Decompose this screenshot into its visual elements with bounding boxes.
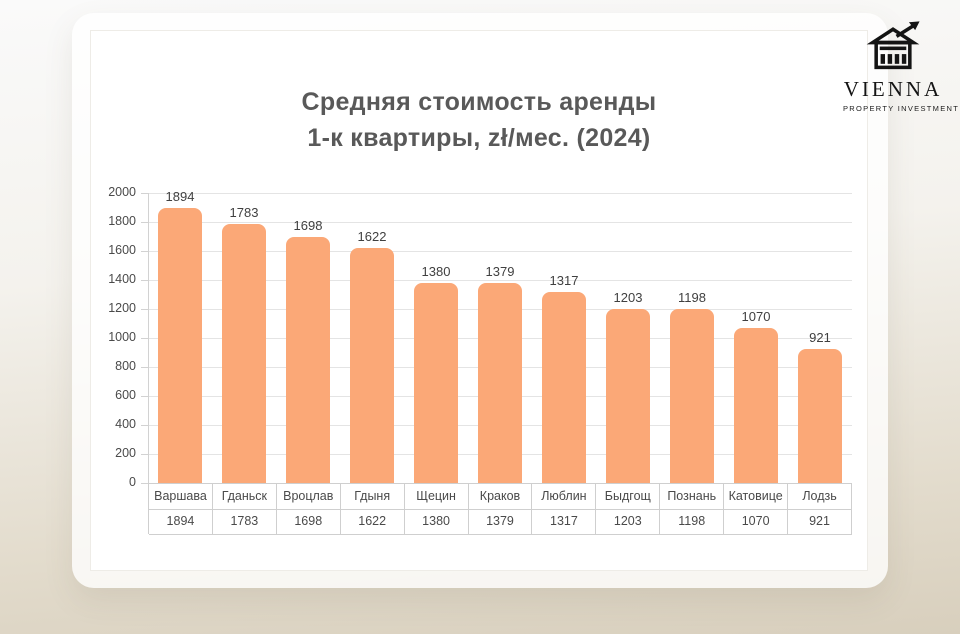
y-axis-tick: [141, 396, 148, 397]
bar-value-label: 1379: [485, 264, 515, 279]
gridline: [148, 222, 852, 223]
gridline: [148, 251, 852, 252]
y-axis-tick: [141, 222, 148, 223]
bar-value-label: 1198: [678, 290, 706, 305]
chart-title-line2: 1-к квартиры, zł/мес. (2024): [307, 124, 651, 152]
bar: [734, 328, 778, 483]
bar: [670, 309, 714, 483]
table-value-cell: 1698: [276, 509, 341, 535]
y-axis-tick-label: 0: [129, 475, 136, 489]
bar-value-label: 1380: [421, 264, 451, 279]
logo-brand-text: VIENNA: [843, 77, 943, 101]
logo-tagline-text: PROPERTY INVESTMENT: [843, 104, 960, 113]
bar: [478, 283, 522, 483]
bar: [158, 208, 202, 483]
chart-title-line1: Средняя стоимость аренды: [301, 88, 657, 116]
table-city-cell: Катовице: [724, 484, 789, 510]
table-city-cell: Лодзь: [788, 484, 852, 510]
bar: [286, 237, 330, 483]
bar: [350, 248, 394, 483]
y-axis-tick-label: 200: [115, 446, 136, 460]
y-axis-line: [148, 193, 149, 483]
table-value-cell: 1894: [149, 509, 213, 535]
y-axis-tick-label: 2000: [108, 185, 136, 199]
y-axis-tick-label: 1600: [108, 243, 136, 257]
gridline: [148, 193, 852, 194]
y-axis-tick-label: 1800: [108, 214, 136, 228]
y-axis-tick-label: 800: [115, 359, 136, 373]
bar-value-label: 1894: [165, 189, 195, 204]
table-city-cell: Познань: [660, 484, 725, 510]
bar-value-label: 1070: [741, 309, 771, 324]
y-axis-tick: [141, 483, 148, 484]
y-axis-tick: [141, 425, 148, 426]
table-value-cell: 1317: [532, 509, 597, 535]
y-axis-tick: [141, 193, 148, 194]
bar-value-label: 1698: [293, 218, 323, 233]
bar: [798, 349, 842, 483]
y-axis-tick: [141, 280, 148, 281]
table-value-cell: 1622: [340, 509, 405, 535]
bar-value-label: 1317: [549, 273, 579, 288]
data-table: Варшава Гданьск Вроцлав Гдыня Щецин Краков Люб…: [148, 483, 852, 535]
y-axis-tick-label: 400: [115, 417, 136, 431]
bar-value-label: 1783: [229, 205, 259, 220]
table-city-cell: Гданьск: [212, 484, 277, 510]
bar: [222, 224, 266, 483]
y-axis-tick-label: 1400: [108, 272, 136, 286]
table-value-cell: 1379: [468, 509, 533, 535]
table-city-cell: Быдгощ: [596, 484, 661, 510]
gridline: [148, 280, 852, 281]
bar-value-label: 1622: [357, 229, 387, 244]
y-axis-tick: [141, 367, 148, 368]
y-axis-tick-label: 1200: [108, 301, 136, 315]
bar: [606, 309, 650, 483]
table-value-cell: 1203: [596, 509, 661, 535]
y-axis-tick: [141, 251, 148, 252]
table-value-cell: 921: [788, 509, 852, 535]
table-city-cell: Гдыня: [340, 484, 405, 510]
y-axis-tick: [141, 454, 148, 455]
y-axis-tick-label: 1000: [108, 330, 136, 344]
y-axis-tick: [141, 338, 148, 339]
table-city-cell: Краков: [468, 484, 533, 510]
table-city-cell: Щецин: [404, 484, 469, 510]
table-value-cell: 1070: [724, 509, 789, 535]
table-city-cell: Вроцлав: [276, 484, 341, 510]
table-value-cell: 1783: [212, 509, 277, 535]
bar: [414, 283, 458, 483]
company-logo: VIENNA PROPERTY INVESTMENT: [843, 18, 960, 113]
table-value-cell: 1198: [660, 509, 725, 535]
bar-value-label: 921: [809, 330, 831, 345]
table-city-cell: Варшава: [149, 484, 213, 510]
bar-value-label: 1203: [613, 290, 643, 305]
y-axis-tick-label: 600: [115, 388, 136, 402]
chart-title: Средняя стоимость аренды 1-к квартиры, z…: [90, 84, 868, 156]
y-axis-tick: [141, 309, 148, 310]
table-value-cell: 1380: [404, 509, 469, 535]
bank-building-with-growth-arrow-icon: [866, 21, 920, 70]
bar: [542, 292, 586, 483]
table-city-cell: Люблин: [532, 484, 597, 510]
